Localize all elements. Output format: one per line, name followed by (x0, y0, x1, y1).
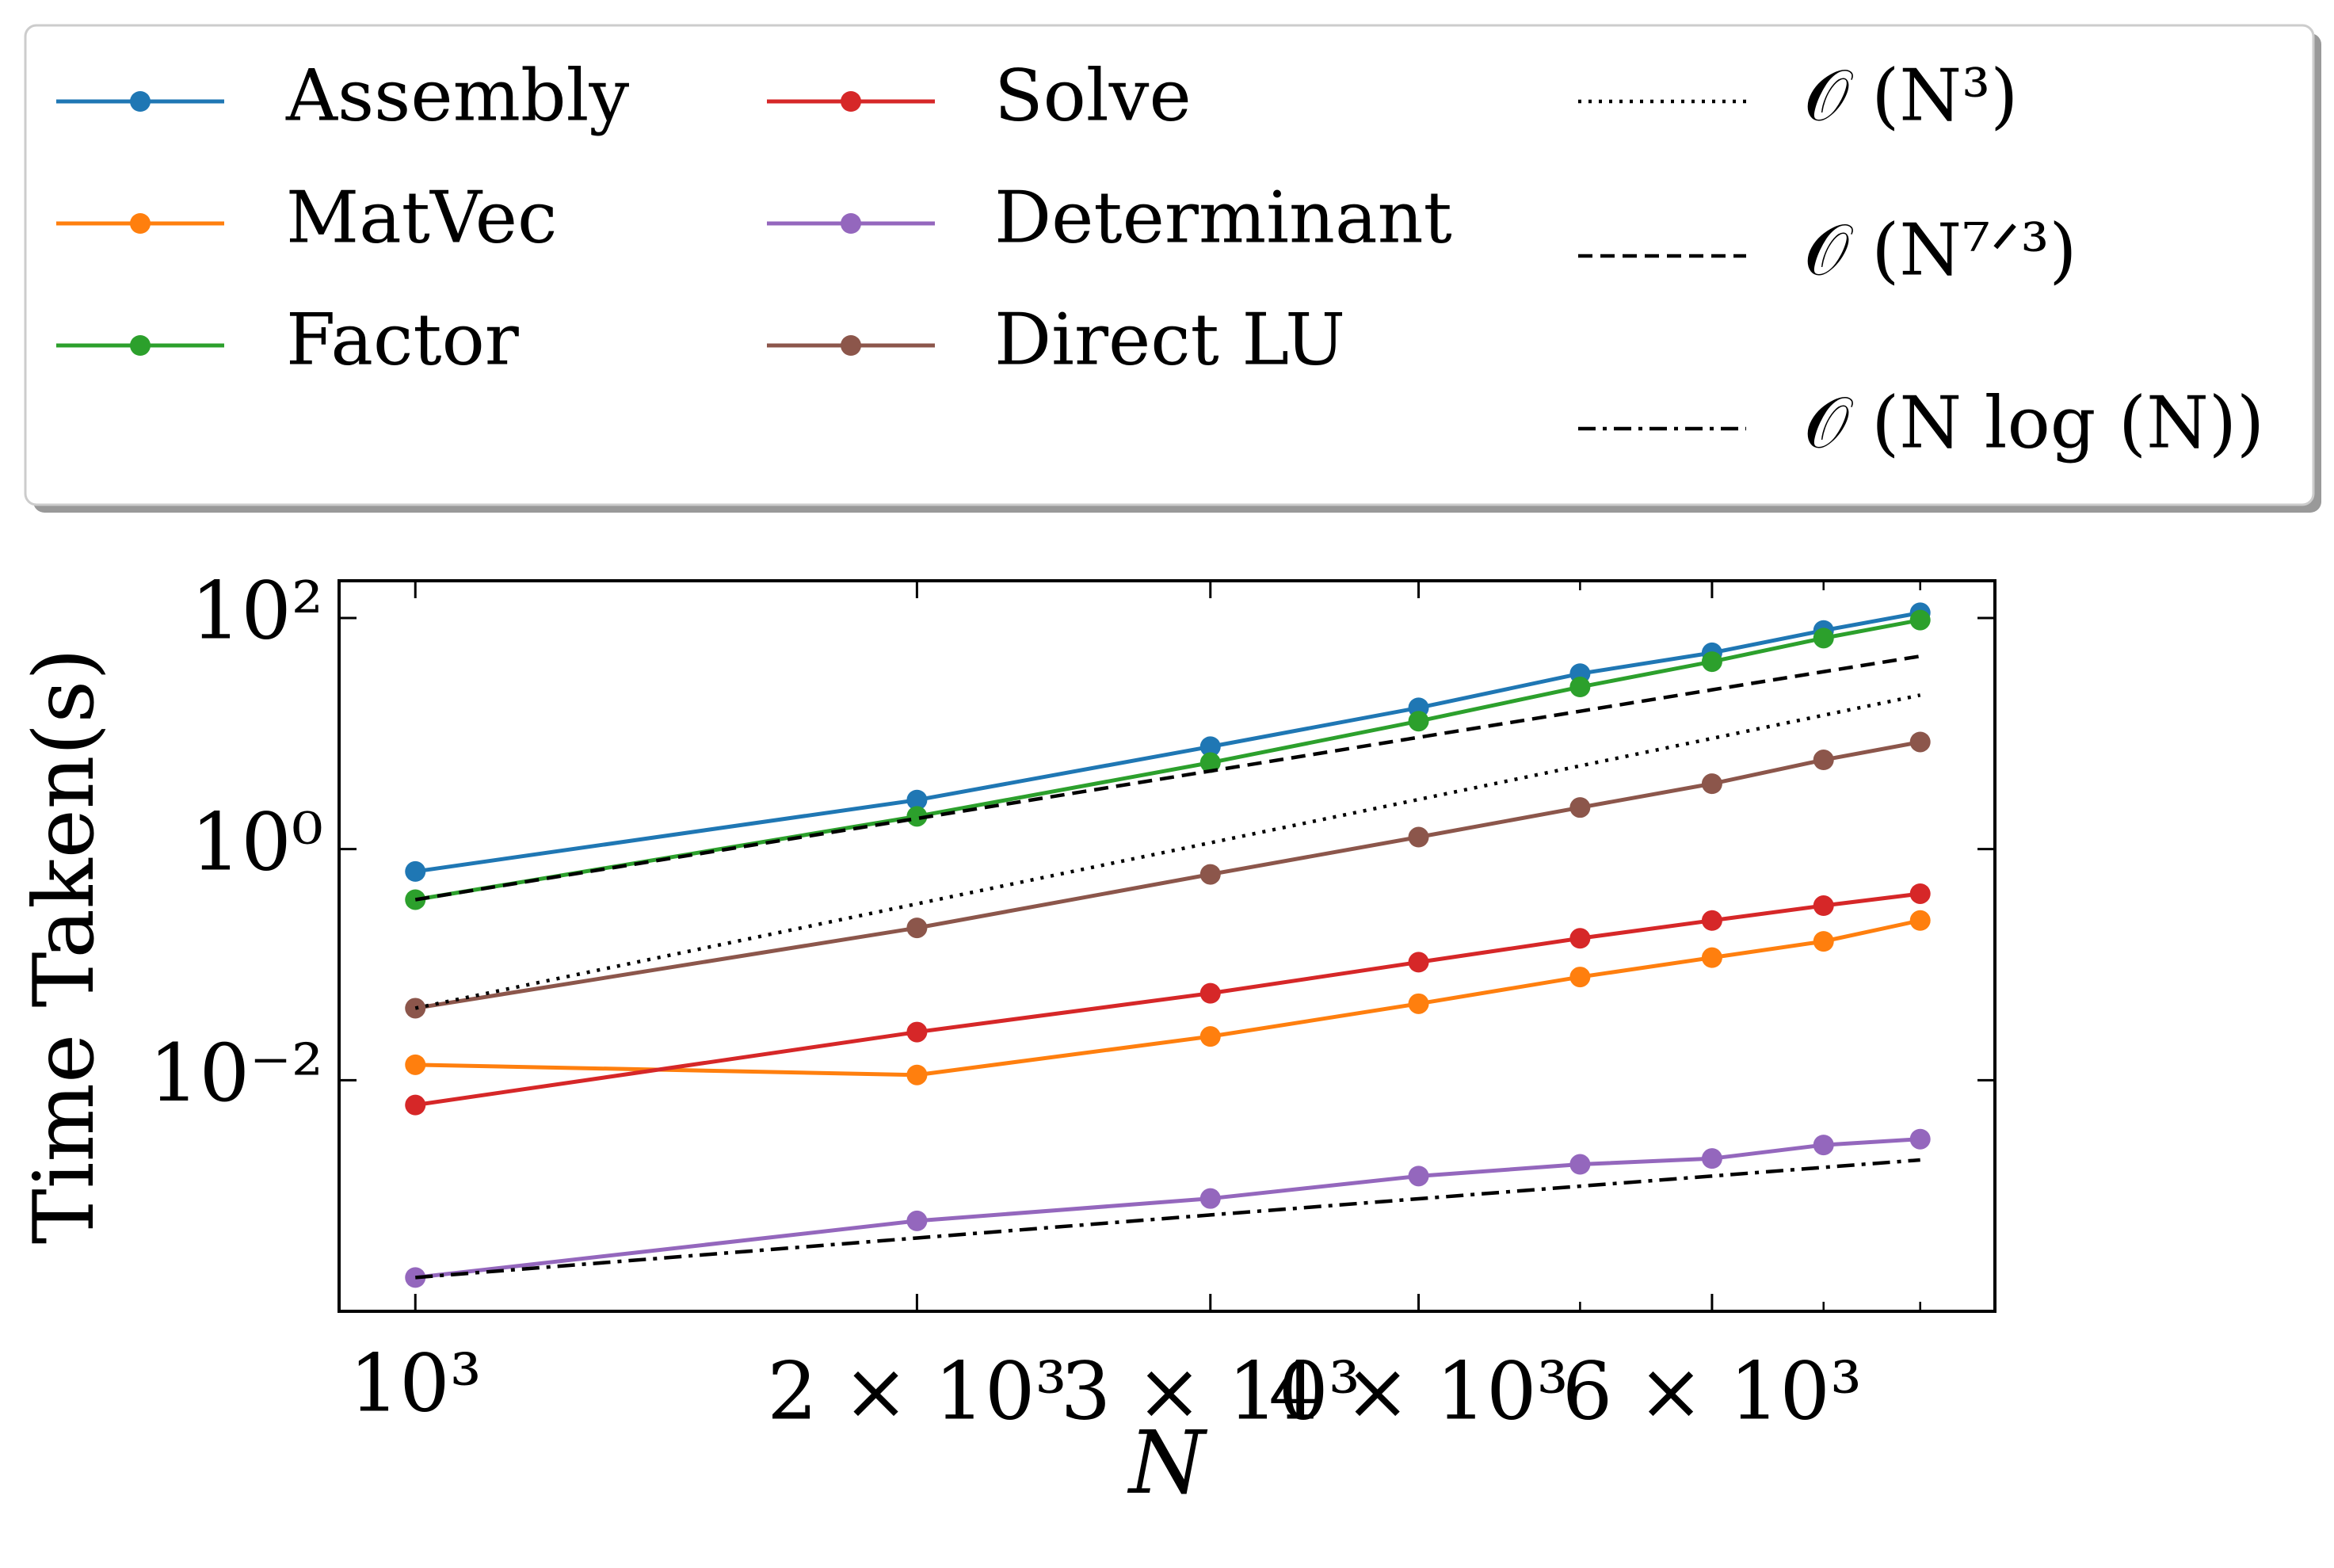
x-tick-label: 4 × 10³ (1268, 1345, 1568, 1438)
legend-label: MatVec (286, 176, 557, 259)
data-point (1408, 952, 1429, 973)
x-tick-label: 2 × 10³ (767, 1345, 1066, 1438)
y-tick-label: 10² (191, 565, 323, 658)
data-point (1813, 1135, 1834, 1156)
data-point (906, 1210, 928, 1231)
data-point (405, 1094, 426, 1116)
legend-marker (130, 335, 151, 356)
data-point (1813, 895, 1834, 917)
x-tick-label: 6 × 10³ (1562, 1345, 1862, 1438)
x-axis-label: N (1127, 1412, 1208, 1513)
y-tick-label: 10⁰ (191, 795, 323, 888)
data-point (1909, 883, 1931, 904)
legend-label: Direct LU (994, 298, 1345, 381)
data-point (405, 1054, 426, 1075)
legend-label: Factor (286, 298, 520, 381)
data-point (1408, 826, 1429, 848)
series-line (414, 1137, 1920, 1280)
data-point (1701, 1148, 1722, 1169)
legend-marker (130, 91, 151, 112)
data-point (405, 860, 426, 882)
data-point (1199, 982, 1221, 1004)
legend-marker (841, 91, 861, 112)
data-point (1701, 910, 1722, 931)
data-point (906, 918, 928, 939)
data-point (906, 1021, 928, 1043)
data-point (1408, 711, 1429, 732)
data-point (1813, 931, 1834, 952)
data-point (1701, 651, 1722, 673)
x-tick-label: 3 × 10³ (1061, 1345, 1360, 1438)
y-axis-label: Time Taken(s) (16, 648, 113, 1244)
reference-line (415, 1158, 1920, 1280)
data-point (1408, 1166, 1429, 1187)
data-point (1199, 1026, 1221, 1047)
legend-label: Assembly (285, 54, 629, 137)
data-point (1569, 928, 1591, 949)
data-point (1199, 752, 1221, 773)
data-point (1199, 1188, 1221, 1209)
series-line (414, 740, 1921, 1010)
legend-label: 𝒪 (N log (N)) (1804, 381, 2264, 464)
legend-label: 𝒪 (N⁷ᐟ³) (1804, 208, 2077, 292)
data-point (1909, 609, 1931, 631)
data-point (1569, 967, 1591, 988)
data-point (1813, 628, 1834, 649)
series-line (415, 918, 1921, 1078)
legend-label: 𝒪 (N³) (1804, 54, 2018, 137)
data-point (1909, 731, 1931, 753)
x-tick-label: 10³ (349, 1337, 482, 1430)
data-point (906, 789, 928, 811)
data-point (906, 1064, 928, 1085)
series-line (414, 618, 1921, 902)
data-point (1569, 797, 1591, 818)
data-point (1701, 773, 1722, 795)
legend-box (24, 24, 2315, 506)
data-point (1701, 947, 1722, 968)
legend-label: Solve (994, 54, 1192, 137)
series-line (414, 610, 1921, 874)
data-point (1199, 736, 1221, 757)
legend-marker (130, 213, 151, 234)
data-point (1569, 1154, 1591, 1175)
data-point (1569, 677, 1591, 698)
data-point (906, 806, 928, 827)
data-point (1909, 910, 1931, 931)
data-point (1909, 1128, 1931, 1150)
legend-marker (841, 335, 861, 356)
series-line (414, 891, 1921, 1108)
data-point (1199, 864, 1221, 885)
legend-label: Determinant (994, 176, 1452, 259)
data-point (1813, 750, 1834, 771)
y-tick-label: 10⁻² (149, 1027, 323, 1120)
plot-frame (338, 579, 1996, 1313)
data-point (1408, 993, 1429, 1014)
reference-line (414, 654, 1921, 902)
legend-marker (841, 213, 861, 234)
